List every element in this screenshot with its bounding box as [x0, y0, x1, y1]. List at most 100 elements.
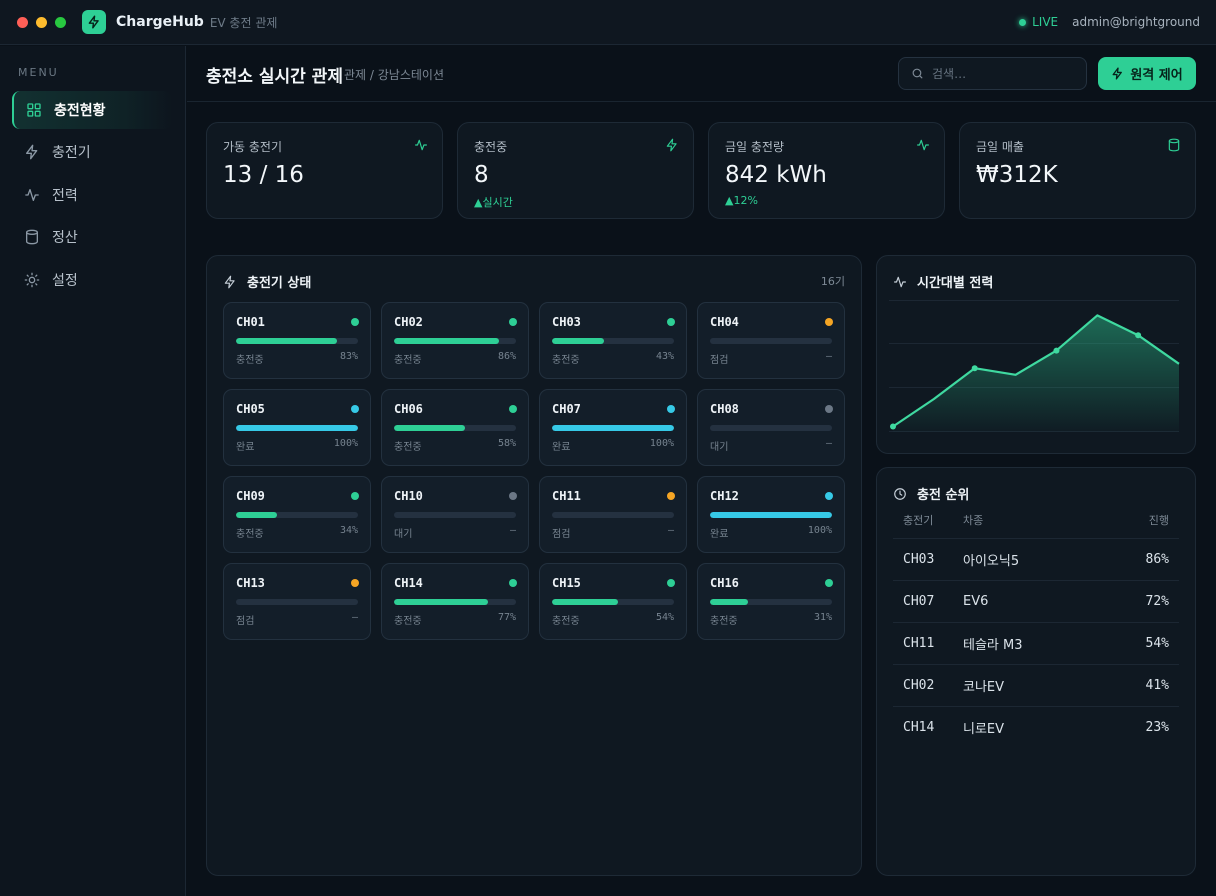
clock-icon: [894, 487, 906, 500]
charger-card-ch06[interactable]: CH06 충전중 58%: [381, 389, 529, 466]
status-dot: [351, 405, 359, 413]
charger-status: 충전중: [710, 616, 738, 627]
charger-card-ch04[interactable]: CH04 점검 —: [697, 302, 845, 379]
charger-footer: 충전중 31%: [710, 612, 832, 627]
progress-track: [552, 425, 674, 431]
charger-status: 충전중: [236, 529, 264, 540]
sidebar-item-chargers[interactable]: 충전기: [12, 133, 172, 171]
sidebar-item-label: 정산: [52, 230, 78, 246]
column-header-car: 차종: [963, 514, 984, 527]
charger-card-ch02[interactable]: CH02 충전중 86%: [381, 302, 529, 379]
progress-fill: [394, 599, 488, 605]
search-input[interactable]: [932, 66, 1072, 81]
status-dot: [509, 492, 517, 500]
progress-fill: [394, 338, 499, 344]
stat-value: 8: [474, 162, 489, 188]
remote-control-button[interactable]: 원격 제어: [1098, 57, 1196, 90]
sidebar-item-settings[interactable]: 설정: [12, 261, 172, 299]
progress-track: [236, 425, 358, 431]
charger-card-ch09[interactable]: CH09 충전중 34%: [223, 476, 371, 553]
charger-percent: 100%: [807, 525, 832, 536]
charger-percent: —: [667, 525, 674, 536]
sidebar-item-label: 설정: [52, 273, 78, 289]
charger-card-ch14[interactable]: CH14 충전중 77%: [381, 563, 529, 640]
charger-card-ch08[interactable]: CH08 대기 —: [697, 389, 845, 466]
sidebar-item-dashboard[interactable]: 충전현황: [12, 91, 172, 129]
chart-point[interactable]: [971, 365, 978, 372]
live-dot: [1019, 18, 1027, 26]
charger-card-ch16[interactable]: CH16 충전중 31%: [697, 563, 845, 640]
charger-percent: 83%: [339, 351, 358, 362]
power-area: [893, 315, 1179, 432]
table-row[interactable]: CH11 테슬라 M3 54%: [893, 622, 1179, 664]
charger-percent: 100%: [333, 438, 358, 449]
power-chart-panel: 시간대별 전력: [876, 255, 1196, 454]
status-dot: [351, 318, 359, 326]
charger-card-ch12[interactable]: CH12 완료 100%: [697, 476, 845, 553]
progress-track: [552, 599, 674, 605]
sidebar-item-label: 전력: [52, 188, 78, 204]
stat-label: 금일 매출: [976, 140, 1024, 154]
charger-card-ch03[interactable]: CH03 충전중 43%: [539, 302, 687, 379]
chart-point[interactable]: [1135, 332, 1142, 339]
charger-percent: 100%: [649, 438, 674, 449]
table-row[interactable]: CH14 니로EV 23%: [893, 706, 1179, 748]
charger-status: 충전중: [394, 442, 422, 453]
menu-label: MENU: [18, 66, 59, 79]
app-name: ChargeHub: [116, 14, 204, 30]
charger-card-ch07[interactable]: CH07 완료 100%: [539, 389, 687, 466]
stat-card-charging: 충전중 8 ▲실시간: [457, 122, 694, 219]
charger-percent: —: [509, 525, 516, 536]
charger-card-ch15[interactable]: CH15 충전중 54%: [539, 563, 687, 640]
row-car-model: 아이오닉5: [963, 554, 1020, 569]
chart-point[interactable]: [1053, 347, 1060, 354]
row-progress: 54%: [1145, 636, 1169, 651]
charger-footer: 충전중 77%: [394, 612, 516, 627]
charger-footer: 점검 —: [710, 351, 832, 366]
row-car-model: EV6: [963, 594, 989, 609]
status-dot: [667, 318, 675, 326]
charger-card-ch11[interactable]: CH11 점검 —: [539, 476, 687, 553]
charger-percent: 86%: [497, 351, 516, 362]
status-dot: [351, 492, 359, 500]
pulse-icon: [415, 139, 427, 151]
charger-status: 점검: [552, 529, 571, 540]
progress-fill: [236, 338, 338, 344]
row-charger-id: CH07: [903, 594, 935, 609]
power-line: [892, 314, 1180, 428]
charger-card-ch01[interactable]: CH01 충전중 83%: [223, 302, 371, 379]
pulse-icon: [25, 189, 39, 201]
stat-value: 842 kWh: [725, 162, 827, 188]
table-row[interactable]: CH03 아이오닉5 86%: [893, 538, 1179, 580]
charger-footer: 점검 —: [552, 525, 674, 540]
charger-id: CH02: [394, 315, 423, 329]
user-account[interactable]: admin@brightground: [1072, 15, 1200, 29]
charger-card-ch05[interactable]: CH05 완료 100%: [223, 389, 371, 466]
charger-footer: 충전중 83%: [236, 351, 358, 366]
sidebar-item-billing[interactable]: 정산: [12, 218, 172, 256]
minimize-window-button[interactable]: [36, 16, 47, 28]
charger-card-ch10[interactable]: CH10 대기 —: [381, 476, 529, 553]
panel-title: 시간대별 전력: [893, 272, 993, 291]
close-window-button[interactable]: [17, 16, 28, 28]
stat-card-energy-today: 금일 충전량 842 kWh ▲12%: [708, 122, 945, 219]
charger-id: CH13: [236, 576, 265, 590]
table-row[interactable]: CH07 EV6 72%: [893, 580, 1179, 622]
row-progress: 23%: [1145, 720, 1169, 735]
charger-footer: 충전중 34%: [236, 525, 358, 540]
ranking-panel-title: 충전 순위: [917, 488, 970, 503]
progress-track: [394, 599, 516, 605]
title-bar: ChargeHub EV 충전 관제 LIVE admin@brightgrou…: [0, 0, 1216, 45]
breadcrumb[interactable]: 관제 / 강남스테이션: [344, 68, 444, 82]
status-dot: [825, 318, 833, 326]
sidebar-item-power[interactable]: 전력: [12, 176, 172, 214]
charging-ranking-panel: 충전 순위 충전기 차종 진행 CH03 아이오닉5 86% CH07 EV6 72% CH…: [876, 467, 1196, 876]
maximize-window-button[interactable]: [55, 16, 66, 28]
charger-card-ch13[interactable]: CH13 점검 —: [223, 563, 371, 640]
table-row[interactable]: CH02 코나EV 41%: [893, 664, 1179, 706]
chart-point[interactable]: [890, 423, 896, 430]
charger-footer: 충전중 54%: [552, 612, 674, 627]
status-dot: [509, 579, 517, 587]
search-box[interactable]: [898, 57, 1087, 90]
header-divider: [187, 101, 1216, 102]
